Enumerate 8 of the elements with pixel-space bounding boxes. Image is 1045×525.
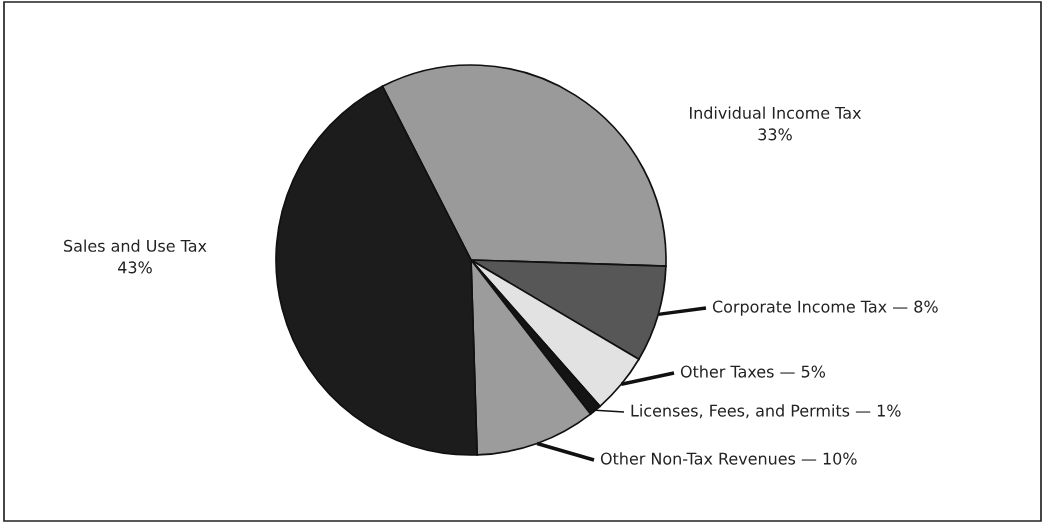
data-label: 33% [758,128,792,141]
slice-label: Other Non-Tax Revenues — 10% [600,452,857,465]
data-label: 43% [118,261,152,274]
slice-label: Licenses, Fees, and Permits — 1% [631,404,901,419]
slice-label: Other Taxes — 5% [680,365,826,378]
slice-label: Sales and Use Tax [64,239,207,252]
slice-label: Corporate Income Tax — 8% [712,300,938,316]
slice-label: Individual Income Tax [690,106,862,119]
